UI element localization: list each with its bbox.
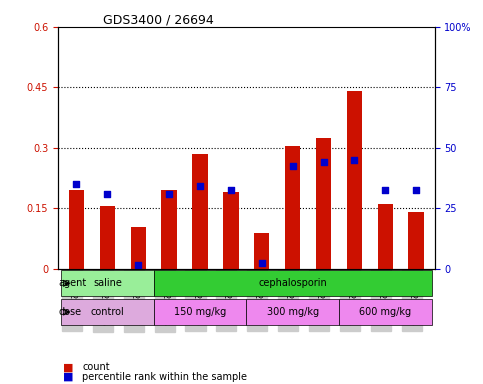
Bar bbox=[69, 190, 84, 269]
FancyBboxPatch shape bbox=[339, 299, 432, 325]
Text: agent: agent bbox=[58, 278, 87, 288]
Text: ■: ■ bbox=[63, 372, 73, 382]
Bar bbox=[130, 227, 146, 269]
Bar bbox=[223, 192, 239, 269]
Bar bbox=[378, 204, 393, 269]
FancyBboxPatch shape bbox=[154, 299, 246, 325]
Point bbox=[351, 157, 358, 163]
Text: 300 mg/kg: 300 mg/kg bbox=[267, 307, 319, 317]
Bar bbox=[161, 190, 177, 269]
Text: dose: dose bbox=[58, 307, 82, 317]
Text: count: count bbox=[82, 362, 110, 372]
Point bbox=[289, 163, 297, 169]
Text: saline: saline bbox=[93, 278, 122, 288]
Point bbox=[382, 187, 389, 193]
Point bbox=[258, 260, 266, 266]
Point bbox=[412, 187, 420, 193]
Text: GDS3400 / 26694: GDS3400 / 26694 bbox=[103, 14, 214, 27]
Bar bbox=[347, 91, 362, 269]
Bar bbox=[285, 146, 300, 269]
Text: cephalosporin: cephalosporin bbox=[258, 278, 327, 288]
FancyBboxPatch shape bbox=[246, 299, 339, 325]
Point bbox=[103, 191, 111, 197]
Bar bbox=[192, 154, 208, 269]
Point bbox=[227, 187, 235, 193]
Text: control: control bbox=[90, 307, 124, 317]
Point bbox=[320, 159, 327, 165]
Point bbox=[165, 191, 173, 197]
Point bbox=[72, 181, 80, 187]
Text: 150 mg/kg: 150 mg/kg bbox=[174, 307, 226, 317]
FancyBboxPatch shape bbox=[61, 299, 154, 325]
Text: 600 mg/kg: 600 mg/kg bbox=[359, 307, 412, 317]
Text: percentile rank within the sample: percentile rank within the sample bbox=[82, 372, 247, 382]
FancyBboxPatch shape bbox=[154, 270, 432, 296]
FancyBboxPatch shape bbox=[61, 270, 154, 296]
Bar bbox=[409, 212, 424, 269]
Bar bbox=[254, 233, 270, 269]
Point bbox=[134, 262, 142, 268]
Bar bbox=[99, 206, 115, 269]
Text: ■: ■ bbox=[63, 362, 73, 372]
Point bbox=[196, 183, 204, 189]
Bar bbox=[316, 138, 331, 269]
